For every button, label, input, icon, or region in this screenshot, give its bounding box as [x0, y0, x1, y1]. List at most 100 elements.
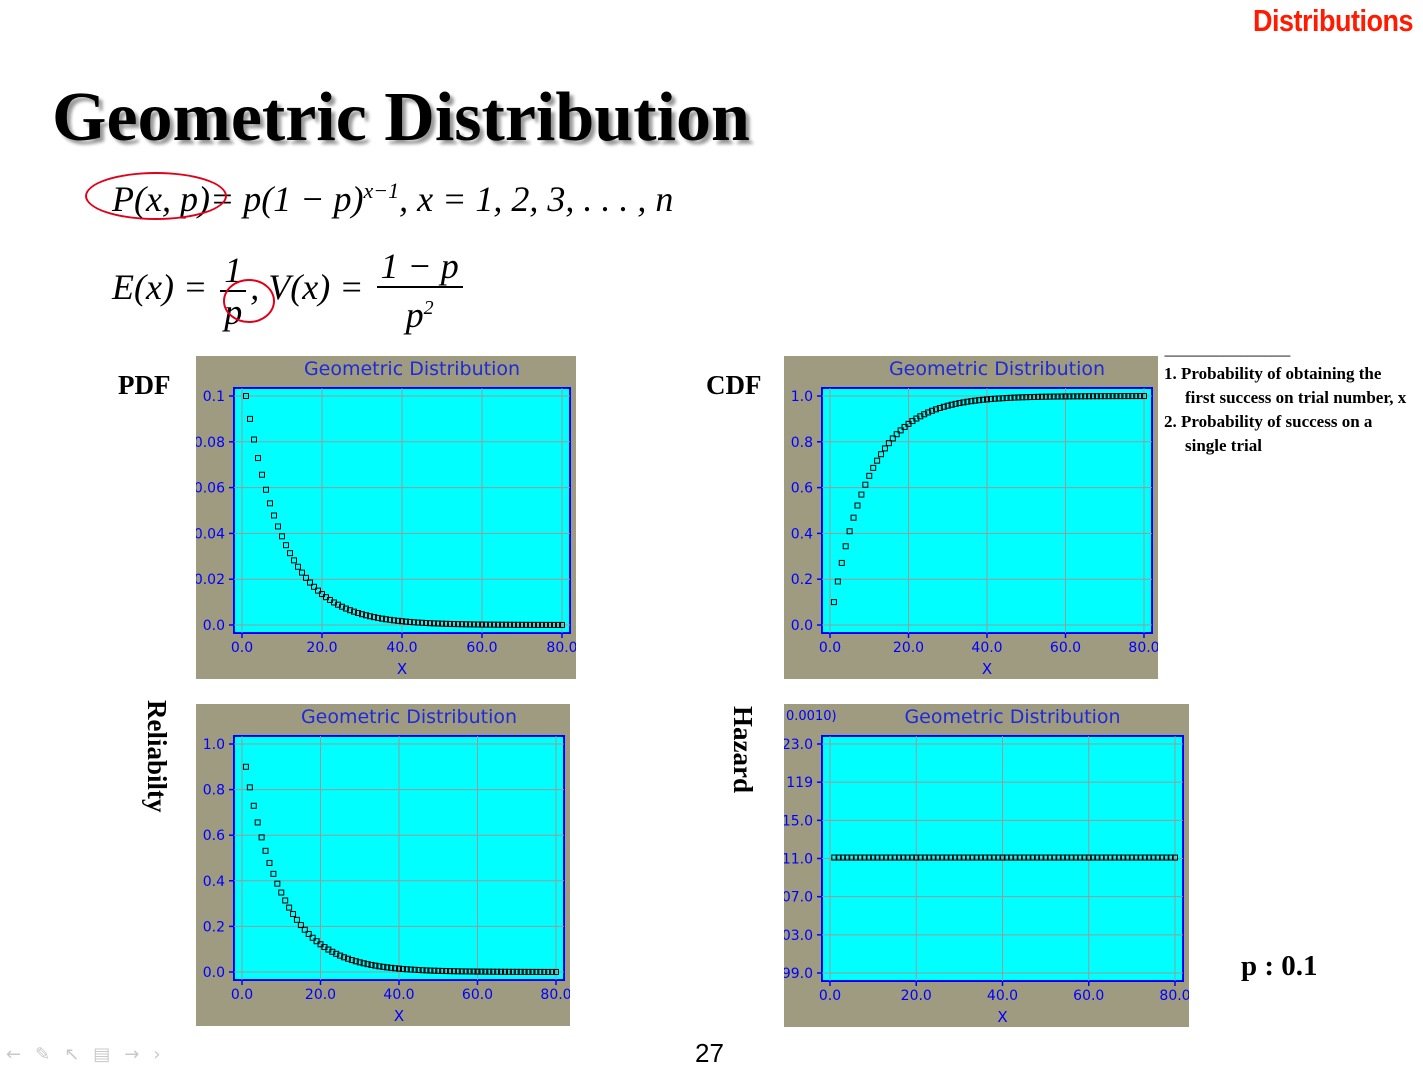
data-point [1016, 854, 1023, 861]
reliability-label: Reliabilty [142, 700, 172, 813]
data-point [838, 559, 845, 566]
data-point [535, 621, 541, 628]
data-point [301, 926, 308, 933]
data-point [861, 854, 868, 861]
data-point [939, 854, 946, 861]
data-point [315, 587, 321, 594]
data-point [1120, 854, 1127, 861]
data-point [999, 395, 1006, 402]
cdf-label: CDF [706, 370, 762, 400]
chart-svg: 0.0 20.0 40.0 60.0 80.0 0.0 0.2 0.4 0.6 0.8 1.0 Geo… [203, 706, 570, 1025]
data-point [359, 611, 365, 618]
data-point [290, 911, 297, 918]
data-point [278, 889, 285, 896]
slide-icon[interactable]: ▤ [93, 1044, 111, 1065]
data-point [929, 407, 936, 414]
hazard-chart: 0.0 20.0 40.0 60.0 80.0 99.0 103.0 107.0 111.0 11… [784, 704, 1189, 1027]
arrow-left-icon[interactable]: ← [6, 1044, 22, 1065]
data-point [523, 621, 529, 628]
data-point [852, 854, 859, 861]
data-point [984, 396, 990, 403]
data-point [337, 952, 344, 959]
data-point [1101, 393, 1108, 400]
data-point [311, 583, 317, 590]
data-point [319, 591, 325, 598]
data-point [1054, 393, 1061, 400]
data-point [487, 621, 493, 628]
data-point [545, 968, 552, 975]
y-tick-label: 0.2 [791, 572, 813, 588]
chart-svg: 0.0 20.0 40.0 60.0 80.0 0.0 0.02 0.04 0.06 0.08 0.… [196, 358, 576, 678]
data-point [255, 455, 261, 462]
data-point [956, 400, 963, 407]
pmf-rhs: = p(1 − p) [209, 179, 364, 219]
data-point [1111, 854, 1118, 861]
data-point [1055, 854, 1062, 861]
y-tick-label: 0.0 [203, 965, 225, 981]
data-point [291, 557, 297, 564]
x-axis-label: X [997, 1008, 1007, 1026]
data-point [1007, 394, 1014, 401]
data-point [839, 854, 846, 861]
data-point [932, 406, 939, 413]
data-point [419, 967, 426, 974]
y-tick-label: 1.0 [203, 737, 225, 753]
data-point [360, 960, 367, 967]
data-point [427, 620, 433, 627]
data-point [494, 968, 501, 975]
data-point [1133, 393, 1140, 400]
data-point [948, 401, 955, 408]
data-point [1167, 854, 1174, 861]
pdf-chart: 0.0 20.0 40.0 60.0 80.0 0.0 0.02 0.04 0.06 0.08 0.… [196, 356, 576, 679]
chart-title: Geometric Distribution [301, 706, 517, 728]
data-point [527, 621, 533, 628]
note-item-1: 1. Probability of obtaining the first su… [1164, 364, 1407, 407]
data-point [874, 854, 881, 861]
data-point [286, 904, 293, 911]
x-tick-label: 80.0 [540, 987, 570, 1003]
chevron-right-icon[interactable]: › [153, 1044, 161, 1065]
x-tick-label: 40.0 [383, 987, 414, 1003]
data-point [503, 621, 509, 628]
data-point [274, 880, 281, 887]
data-point [1086, 393, 1093, 400]
note-rule: ----------------------------------------… [1164, 348, 1291, 362]
y-tick-label: 0.0 [791, 618, 813, 634]
data-point [553, 968, 559, 975]
data-point [511, 621, 517, 628]
data-point [295, 563, 301, 570]
data-point [1163, 854, 1170, 861]
pointer-icon[interactable]: ↖ [64, 1044, 80, 1065]
data-point [968, 398, 975, 405]
data-point [1058, 393, 1065, 400]
data-point [388, 964, 395, 971]
data-point [339, 603, 345, 610]
data-point [858, 491, 865, 498]
data-point [1077, 854, 1084, 861]
data-point [363, 612, 369, 619]
data-point [917, 854, 924, 861]
data-point [1074, 393, 1081, 400]
data-point [834, 578, 841, 585]
data-point [1078, 393, 1085, 400]
data-point [1141, 393, 1147, 400]
data-point [466, 968, 473, 975]
section-tag: Distributions [1253, 4, 1414, 38]
data-point [965, 854, 971, 861]
data-point [1003, 394, 1010, 401]
data-point [1146, 854, 1153, 861]
data-point [1046, 393, 1053, 400]
data-point [380, 963, 387, 970]
data-point [384, 964, 391, 971]
chart-title: Geometric Distribution [889, 358, 1105, 380]
pen-icon[interactable]: ✎ [35, 1044, 51, 1065]
data-point [387, 616, 393, 623]
data-point [455, 621, 461, 628]
y-tick-label: 0.6 [791, 481, 813, 497]
arrow-right-icon[interactable]: → [124, 1044, 140, 1065]
x-tick-label: 0.0 [819, 640, 841, 656]
data-point [977, 854, 984, 861]
data-point [1090, 854, 1097, 861]
data-point [1097, 393, 1104, 400]
var-numerator: 1 − p [376, 246, 463, 288]
